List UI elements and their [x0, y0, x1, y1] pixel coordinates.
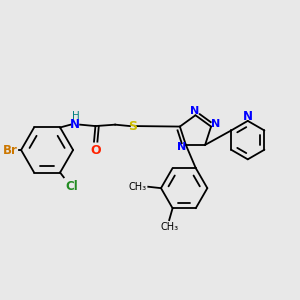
Text: N: N [190, 106, 199, 116]
Text: N: N [243, 110, 253, 123]
Text: N: N [70, 118, 80, 131]
Text: N: N [177, 142, 186, 152]
Text: CH₃: CH₃ [160, 222, 178, 233]
Text: Cl: Cl [65, 180, 78, 193]
Text: O: O [90, 144, 101, 158]
Text: CH₃: CH₃ [129, 182, 147, 192]
Text: S: S [128, 120, 137, 133]
Text: Br: Br [2, 143, 17, 157]
Text: H: H [72, 111, 80, 121]
Text: N: N [211, 119, 220, 129]
